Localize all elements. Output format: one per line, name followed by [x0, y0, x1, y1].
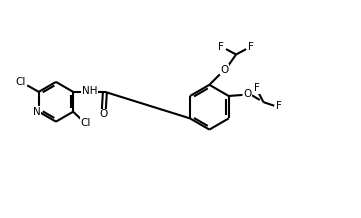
Text: F: F — [218, 42, 224, 51]
Text: Cl: Cl — [16, 77, 26, 87]
Text: F: F — [254, 83, 260, 94]
Text: O: O — [243, 89, 252, 99]
Text: O: O — [221, 65, 229, 75]
Text: Cl: Cl — [81, 118, 91, 128]
Text: F: F — [248, 42, 254, 51]
Text: O: O — [100, 109, 108, 119]
Text: NH: NH — [82, 86, 97, 96]
Text: N: N — [33, 107, 40, 117]
Text: F: F — [277, 101, 282, 111]
